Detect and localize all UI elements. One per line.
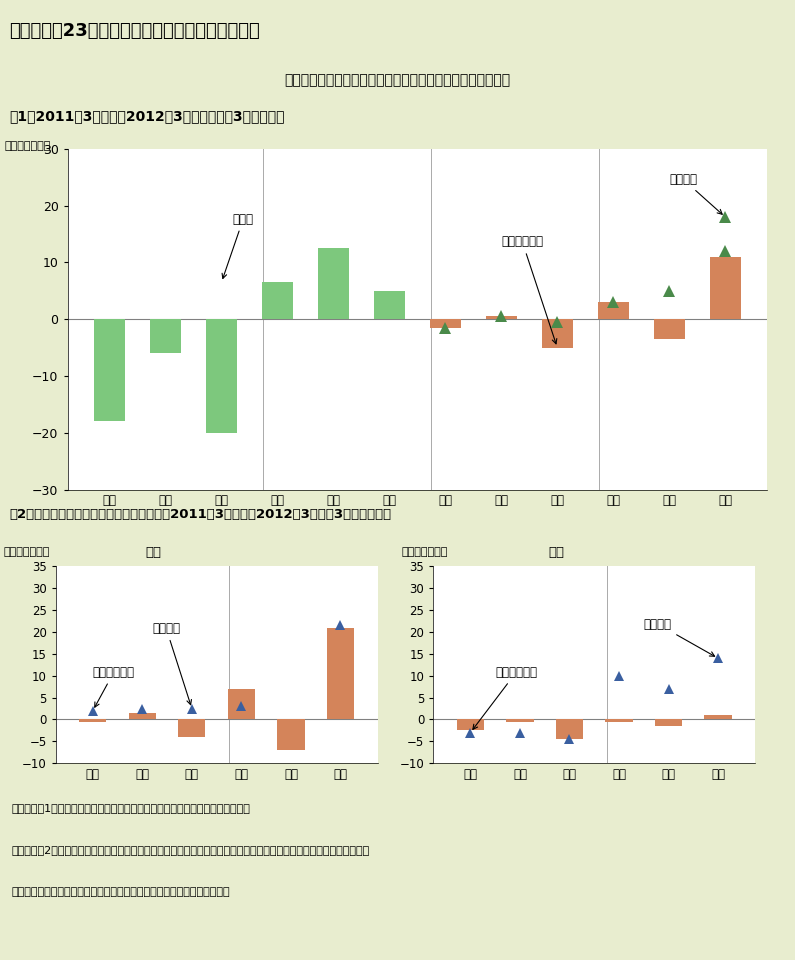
Bar bbox=[318, 249, 349, 319]
Bar bbox=[228, 689, 255, 719]
Bar bbox=[277, 719, 304, 750]
Text: （前年比、％）: （前年比、％） bbox=[4, 547, 50, 557]
Text: （備考）　1．宮城県労働局「新規大学等卒業者の就職内定状況」により作成。: （備考） 1．宮城県労働局「新規大学等卒業者の就職内定状況」により作成。 bbox=[12, 803, 250, 812]
Bar bbox=[556, 719, 583, 739]
Bar bbox=[374, 291, 405, 319]
Text: （前年比、％）: （前年比、％） bbox=[5, 141, 51, 152]
Bar bbox=[486, 317, 517, 319]
Bar bbox=[710, 256, 741, 319]
Bar bbox=[506, 719, 533, 722]
Bar bbox=[598, 302, 629, 319]
Text: 震災後、男性を中心に県外への就職希望者、内定者数が増加: 震災後、男性を中心に県外への就職希望者、内定者数が増加 bbox=[285, 74, 510, 87]
Bar bbox=[150, 319, 181, 353]
Bar bbox=[653, 319, 684, 339]
Bar bbox=[430, 319, 461, 327]
Text: （2）男女別の就職希望者数及び内定者数（2011年3月卒及び2012年3月卒（3月末時点））: （2）男女別の就職希望者数及び内定者数（2011年3月卒及び2012年3月卒（3… bbox=[10, 508, 392, 521]
Bar bbox=[80, 719, 107, 722]
Text: 内定者数: 内定者数 bbox=[153, 622, 192, 705]
Text: のの報告のない学生等は就職希望者にのみ計上されている。: のの報告のない学生等は就職希望者にのみ計上されている。 bbox=[12, 887, 231, 897]
Bar bbox=[206, 319, 237, 433]
Text: （前年比、％）: （前年比、％） bbox=[401, 547, 448, 557]
Bar bbox=[262, 282, 293, 319]
Bar bbox=[129, 713, 156, 719]
Bar bbox=[542, 319, 572, 348]
Bar bbox=[655, 719, 682, 726]
Text: 女性: 女性 bbox=[549, 545, 564, 559]
Text: 2．当該調査は大学等の協力により可能な範囲で把握した学生数を取りまとめたものであり、内定しているも: 2．当該調査は大学等の協力により可能な範囲で把握した学生数を取りまとめたものであ… bbox=[12, 845, 370, 854]
Bar bbox=[94, 319, 125, 421]
Text: 就職希望者数: 就職希望者数 bbox=[502, 235, 556, 344]
Text: 内定者数: 内定者数 bbox=[669, 173, 722, 214]
Text: （1）2011年3月卒及び2012年3月卒の状況（3月末時点）: （1）2011年3月卒及び2012年3月卒の状況（3月末時点） bbox=[10, 109, 285, 123]
Text: 第２－２－23図　宮城県における大卒の就職状況: 第２－２－23図 宮城県における大卒の就職状況 bbox=[10, 22, 260, 40]
Text: 男性: 男性 bbox=[145, 545, 161, 559]
Bar bbox=[327, 628, 354, 719]
Text: 就職希望者数: 就職希望者数 bbox=[93, 665, 135, 708]
Text: 就職希望者数: 就職希望者数 bbox=[473, 665, 537, 730]
Text: 求人数: 求人数 bbox=[222, 213, 254, 278]
Bar bbox=[704, 715, 731, 719]
Bar bbox=[457, 719, 484, 731]
Text: 内定者数: 内定者数 bbox=[644, 617, 715, 657]
Bar bbox=[178, 719, 205, 737]
Bar bbox=[606, 719, 633, 722]
